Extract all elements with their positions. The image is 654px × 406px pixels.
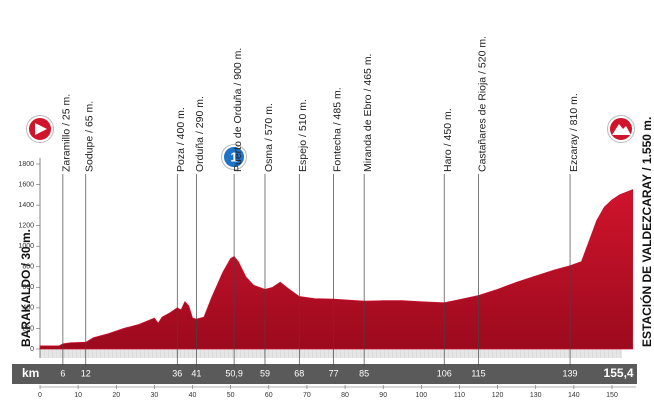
waypoint-km: 59	[260, 368, 270, 378]
waypoint-label: Orduña / 290 m.	[194, 96, 206, 172]
waypoint-label: Ezcaray / 810 m.	[568, 93, 580, 172]
finish-icon	[607, 115, 635, 143]
elevation-area	[39, 189, 633, 350]
x-tick-label: 150	[606, 392, 618, 399]
y-tick-label: 600	[22, 284, 34, 291]
y-tick-label: 1600	[18, 181, 34, 188]
x-tick-label: 60	[265, 392, 273, 399]
waypoint-km: 106	[437, 368, 452, 378]
waypoint-label: Espejo / 510 m.	[297, 99, 309, 172]
waypoint-km: 36	[172, 368, 182, 378]
x-tick-label: 20	[112, 392, 120, 399]
finish-km: 155,4	[604, 366, 634, 380]
waypoint-label: Haro / 450 m.	[442, 108, 454, 172]
y-tick-label: 400	[22, 305, 34, 312]
x-tick-label: 110	[454, 392, 465, 399]
waypoint-label: Miranda de Ebro / 465 m.	[362, 54, 374, 172]
y-tick-label: 0	[30, 346, 34, 353]
waypoint-label: Puerto de Orduña / 900 m.	[232, 48, 244, 172]
x-tick-label: 70	[303, 392, 311, 399]
waypoint-label: Sodupe / 65 m.	[84, 101, 96, 172]
waypoint-km: 68	[294, 368, 304, 378]
waypoint-km: 139	[563, 368, 578, 378]
y-tick-label: 200	[22, 325, 34, 332]
waypoint-label: Zaramillo / 25 m.	[61, 94, 73, 172]
x-tick-label: 40	[189, 392, 197, 399]
ground-band	[40, 349, 622, 358]
waypoint-km: 41	[191, 368, 201, 378]
x-tick-label: 130	[530, 392, 542, 399]
x-tick-label: 30	[151, 392, 159, 399]
y-tick-label: 1200	[18, 223, 34, 230]
y-tick-label: 1400	[18, 202, 34, 209]
waypoint-km: 77	[329, 368, 339, 378]
waypoint-label: Castañares de Rioja / 520 m.	[476, 36, 488, 172]
waypoint-label: Fontecha / 485 m.	[331, 87, 343, 172]
y-tick-label: 1000	[18, 243, 34, 250]
waypoint-label: Osma / 570 m.	[263, 103, 275, 172]
finish-label: ESTACIÓN DE VALDEZCARAY / 1.550 m.	[639, 117, 654, 347]
x-tick-label: 90	[379, 392, 387, 399]
x-tick-label: 80	[341, 392, 349, 399]
x-tick-label: 0	[38, 392, 42, 399]
y-tick-label: 1800	[18, 161, 34, 168]
x-tick-label: 100	[415, 392, 427, 399]
waypoint-km: 12	[81, 368, 91, 378]
km-row	[12, 364, 637, 384]
waypoint-km: 85	[359, 368, 369, 378]
climb-category: 1	[230, 149, 237, 164]
waypoint-label: Poza / 400 m.	[175, 107, 187, 172]
km-title: km	[22, 366, 39, 380]
start-label: BARAKALDO / 30 m.	[19, 229, 33, 347]
waypoint-km: 6	[60, 368, 65, 378]
y-tick-label: 800	[22, 264, 34, 271]
waypoint-km: 50,9	[225, 368, 243, 378]
waypoint-km: 115	[471, 368, 485, 378]
x-tick-label: 10	[74, 392, 82, 399]
x-tick-label: 140	[568, 392, 580, 399]
x-tick-label: 50	[227, 392, 235, 399]
start-icon	[26, 115, 54, 143]
x-tick-label: 120	[492, 392, 504, 399]
climb-icon: 1	[221, 144, 247, 170]
